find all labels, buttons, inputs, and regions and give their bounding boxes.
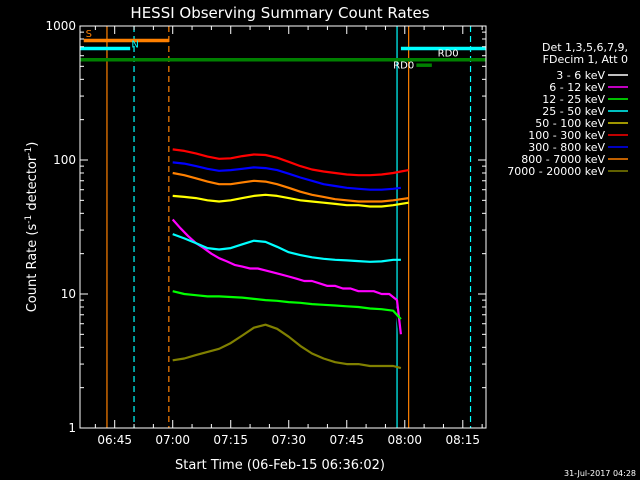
series-line-3 xyxy=(172,233,401,263)
y-axis-label: Count Rate (s-1 detector-1) xyxy=(24,142,40,313)
legend-header-0: Det 1,3,5,6,7,9, xyxy=(542,41,628,54)
series-line-4 xyxy=(172,193,409,208)
flag-label-3: RD0 xyxy=(393,61,414,72)
flag-label-2: RD0 xyxy=(438,49,459,60)
legend-label-1: 6 - 12 keV xyxy=(549,81,605,94)
series-line-5 xyxy=(172,148,409,177)
x-tick-label-4: 07:45 xyxy=(329,433,364,447)
series-line-2 xyxy=(172,290,402,320)
legend-label-0: 3 - 6 keV xyxy=(556,69,605,82)
chart-title: HESSI Observing Summary Count Rates xyxy=(130,4,429,22)
plot-frame xyxy=(79,25,487,429)
legend-label-5: 100 - 300 keV xyxy=(528,129,605,142)
x-axis-label: Start Time (06-Feb-15 06:36:02) xyxy=(175,458,385,473)
legend-label-8: 7000 - 20000 keV xyxy=(507,165,605,178)
y-tick-label-3: 1000 xyxy=(45,19,76,33)
legend-header-1: FDecim 1, Att 0 xyxy=(543,53,628,66)
series-line-6 xyxy=(172,161,402,191)
legend-label-3: 25 - 50 keV xyxy=(542,105,605,118)
flag-label-1: N xyxy=(131,40,138,51)
timestamp: 31-Jul-2017 04:28 xyxy=(564,469,636,478)
x-tick-label-1: 07:00 xyxy=(155,433,190,447)
plot-area: S N RD0 RD0 xyxy=(80,26,486,428)
legend-label-6: 300 - 800 keV xyxy=(528,141,605,154)
axes: 1 10 100 1000 06:45 07:00 07:15 07:30 07:45 08:00… xyxy=(45,19,487,447)
x-tick-label-2: 07:15 xyxy=(213,433,248,447)
series-line-7 xyxy=(172,171,409,203)
flag-label-0: S xyxy=(86,29,92,40)
legend: Det 1,3,5,6,7,9,FDecim 1, Att 0 3 - 6 keV… xyxy=(507,41,628,178)
y-tick-label-2: 100 xyxy=(53,153,76,167)
legend-label-4: 50 - 100 keV xyxy=(535,117,605,130)
legend-label-2: 12 - 25 keV xyxy=(542,93,605,106)
x-tick-label-5: 08:00 xyxy=(387,433,422,447)
y-tick-label-1: 10 xyxy=(61,287,76,301)
x-tick-label-0: 06:45 xyxy=(97,433,132,447)
series-line-1 xyxy=(171,218,402,335)
y-tick-label-0: 1 xyxy=(68,421,76,435)
legend-label-7: 800 - 7000 keV xyxy=(521,153,605,166)
x-tick-label-3: 07:30 xyxy=(271,433,306,447)
series-line-8 xyxy=(172,323,402,370)
x-tick-label-6: 08:15 xyxy=(445,433,480,447)
